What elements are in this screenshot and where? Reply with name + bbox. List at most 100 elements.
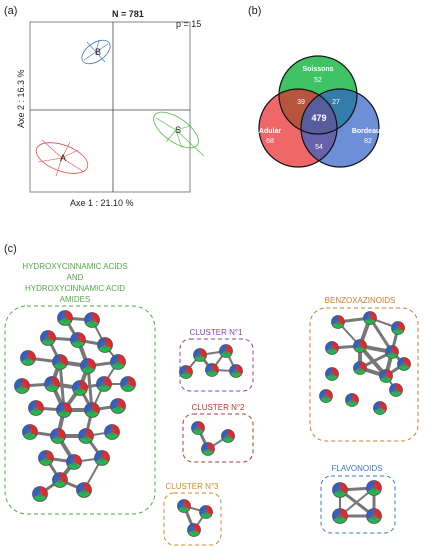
pca-plot-frame	[29, 21, 191, 193]
cluster-3-title: CLUSTER N°3	[166, 482, 220, 491]
hca-title-line-2: AND	[67, 273, 84, 282]
net-benz-node	[379, 369, 393, 383]
net-hca-edge	[58, 361, 66, 411]
net-hca-node	[66, 454, 82, 470]
net-hca-node	[94, 450, 110, 466]
net-flav-node	[366, 508, 382, 524]
net-hca-node	[84, 312, 100, 328]
net-hca-node	[70, 332, 86, 348]
panel-a-title: N = 781	[112, 9, 144, 19]
net-hca-node	[40, 330, 56, 346]
net-benz-node	[363, 311, 377, 325]
hca-title-line-4: AMIDES	[60, 295, 91, 304]
net-hca-node	[57, 310, 73, 326]
panel-c-label: (c)	[4, 243, 17, 255]
benzoxazinoids-title: BENZOXAZINOIDS	[325, 296, 396, 305]
net-flav-node	[366, 480, 382, 496]
net-c1-node	[179, 365, 193, 379]
cluster-3-box	[163, 492, 222, 546]
net-hca-node	[96, 376, 112, 392]
venn-value-bordeaux: 82	[364, 138, 372, 145]
venn-diagram: Soissons 52 Adular 68 Bordeaux 82 39 27 …	[258, 55, 384, 168]
benzoxazinoids-network	[319, 311, 411, 415]
net-hca-node	[104, 424, 120, 440]
net-c3-node	[177, 499, 191, 513]
net-c1-node	[219, 344, 233, 358]
venn-value-soissons: 52	[314, 77, 322, 84]
net-hca-node	[110, 354, 126, 370]
group-b-cluster: B	[81, 39, 111, 65]
pca-corner-note: p = 15	[176, 19, 201, 29]
net-benz-node	[385, 345, 399, 359]
net-benz-node	[397, 357, 411, 371]
net-hca-node	[38, 450, 54, 466]
net-benz-node	[389, 383, 403, 397]
venn-label-soissons: Soissons	[302, 66, 333, 73]
net-hca-node	[110, 398, 126, 414]
net-hca-node	[50, 428, 66, 444]
net-hca-node	[52, 354, 68, 370]
cluster-2-title: CLUSTER N°2	[192, 403, 246, 412]
y-axis-label: Axe 2 : 16.3 %	[16, 69, 26, 128]
venn-value-all: 479	[311, 113, 326, 123]
net-benz-node	[353, 361, 367, 375]
group-b-label: B	[95, 47, 101, 57]
venn-label-adular: Adular	[259, 128, 281, 135]
venn-label-bordeaux: Bordeaux	[352, 128, 384, 135]
x-axis-label: Axe 1 : 21.10 %	[70, 198, 134, 208]
flavonoids-title: FLAVONOIDS	[332, 464, 383, 473]
panel-b-label: (b)	[248, 5, 261, 17]
group-s-cluster: S	[153, 111, 205, 157]
net-hca-node	[52, 472, 68, 488]
net-hca-node	[120, 376, 136, 392]
cluster-1-box	[179, 338, 254, 392]
net-hca-node	[20, 350, 36, 366]
net-hca-node	[32, 486, 48, 502]
hca-title-line-3: HYDROXYCINNAMIC ACID	[25, 284, 125, 293]
net-hca-node	[44, 376, 60, 392]
venn-value-adular: 68	[266, 138, 274, 145]
hca-cluster-title: HYDROXYCINNAMIC ACIDS AND HYDROXYCINNAMI…	[22, 262, 127, 304]
net-benz-node	[319, 389, 333, 403]
panel-a-label: (a)	[4, 5, 17, 17]
net-hca-node	[80, 358, 96, 374]
net-hca-node	[22, 424, 38, 440]
venn-value-adular-bordeaux: 54	[315, 144, 323, 151]
net-hca-node	[97, 337, 113, 353]
net-hca-node	[76, 482, 92, 498]
net-benz-node	[391, 321, 405, 335]
net-hca-node	[84, 402, 100, 418]
venn-circle-bordeaux	[301, 89, 379, 167]
cluster-2-box	[182, 413, 254, 463]
cluster-2-network	[191, 421, 235, 456]
net-hca-node	[28, 400, 44, 416]
net-c2-node	[221, 429, 235, 443]
cluster-3-network	[177, 499, 213, 537]
hca-title-line-1: HYDROXYCINNAMIC ACIDS	[22, 262, 127, 271]
group-a-cluster: A	[35, 139, 89, 177]
net-benz-node	[353, 339, 367, 353]
venn-value-soissons-bordeaux: 27	[332, 99, 340, 106]
cluster-1-network	[179, 344, 243, 379]
net-c2-node	[201, 442, 215, 456]
net-benz-node	[373, 401, 387, 415]
net-hca-node	[72, 380, 88, 396]
net-c2-node	[191, 421, 205, 435]
group-s-label: S	[175, 125, 181, 135]
flavonoids-network	[332, 480, 382, 524]
net-c1-node	[205, 363, 219, 377]
hca-cluster-box	[4, 305, 156, 515]
cluster-1-title: CLUSTER N°1	[190, 328, 244, 337]
net-c3-node	[187, 523, 201, 537]
group-a-label: A	[60, 153, 66, 163]
hca-network	[14, 310, 136, 502]
net-c1-node	[193, 348, 207, 362]
net-hca-node	[14, 378, 30, 394]
flavonoids-box	[320, 475, 396, 534]
net-hca-node	[78, 428, 94, 444]
benzoxazinoids-box	[309, 307, 419, 442]
net-benz-node	[325, 367, 339, 381]
net-c1-node	[229, 364, 243, 378]
net-c3-node	[199, 505, 213, 519]
